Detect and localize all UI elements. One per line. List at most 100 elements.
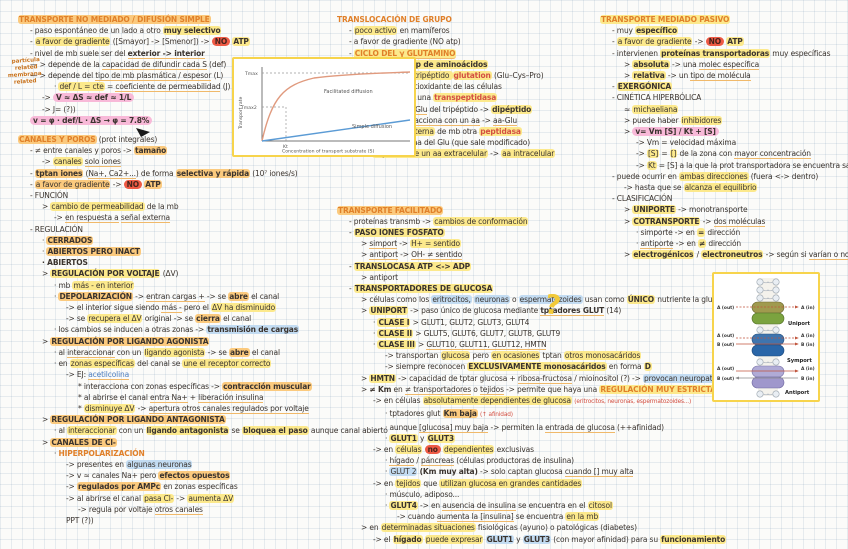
note-text: tripéptido [413,71,453,81]
note-text: -> se [205,347,229,357]
note-text: ATP [232,37,250,47]
note-text: - [349,284,354,294]
note-text: HIPERPOLARIZACIÓN [58,448,145,458]
note-text: / [414,456,421,466]
note-text: que [421,478,440,488]
note-text: - paso espontáneo de un lado a otro [30,26,163,36]
note-line: TRANSLOCACIÓN DE GRUPO [337,14,848,25]
note-text: -> presentes en [66,459,127,469]
note-text: en mamíferos [397,26,450,36]
note-text: -> [636,149,647,159]
note-text: (10⁷ iones/s) [250,168,298,178]
note-text: entran cargas + [146,291,205,302]
note-text: -> el [373,534,393,544]
note-text: UNIPORTE [632,205,676,215]
note-text: (prot integrales) [96,135,158,145]
note-line: CANALES Y POROS (prot integrales) [18,134,388,145]
note-text: selectiva y rápida [175,168,251,178]
note-text: en [391,384,405,394]
note-text: > [361,373,370,383]
note-line: · GLUT1 y GLUT3 [337,433,848,444]
note-line: -> regulados por AMPc en zonas específic… [18,481,388,492]
membrane-transporters-figure: A (out) A (in) Uniport A (out) B (out) A… [712,272,820,402]
note-text: ligando antagonista [145,426,230,436]
note-text: (con mayor afinidad) para su [551,534,661,544]
note-text: > [42,415,51,425]
note-text: glutation [452,71,492,81]
note-text: > [624,250,633,260]
note-text: Kt [646,160,657,170]
note-text: absolutamente dependientes de glucosa [422,396,573,406]
note-text: REGULACIÓN POR LIGANDO AGONISTA [50,336,210,346]
note-text: GLUT3 [426,433,455,443]
note-line: > UNIPORTE -> monotransporte [600,204,848,215]
note-text: > [624,71,633,81]
note-text: ≠ [697,239,707,249]
note-text: específico [635,26,679,36]
note-text: disminuye ΔV [83,403,136,413]
note-line: > antiport -> OH- ≠ sentido [337,249,848,261]
note-line: - a favor de gradiente ([Smayor] -> [Sme… [18,36,388,47]
note-text: -> [174,493,188,503]
note-line: > células como los eritrocitos, neuronas… [337,294,848,305]
note-text: muy específicas [770,48,831,58]
note-text: - [349,48,354,58]
note-text: contracción muscular [222,381,312,391]
note-line: > COTRANSPORTE -> dos moléculas [600,216,848,227]
note-text: a favor de gradiente [34,179,111,189]
note-text: > células como los [361,295,432,305]
note-text: varían o no [808,250,848,261]
note-line: - a favor de gradiente -> NO ATP [600,36,848,47]
note-text: NO [705,37,725,47]
note-text: en ocasiones [491,351,541,361]
note-text: — > depende de la [30,59,102,69]
note-text: -> [42,93,53,103]
note-line: > simport -> H+ = sentido [337,238,848,250]
note-text: - intervienen [612,48,661,58]
note-text: GLUT4 [389,500,418,510]
note-text: ** mejor antioxidante de las células [373,82,502,92]
note-text: -> J= (?)) [42,104,76,114]
note-text: (eritrocitos, neuronas, espermatozoides.… [574,399,692,406]
note-line: > v= Vm [S] / Kt + [S] [600,126,848,137]
note-text: el canal [249,347,280,357]
note-text: -> [110,179,124,189]
note-text: alcanza el equilibrio [683,183,758,193]
note-line: · al interaccionar con un ligando agonis… [18,347,388,358]
note-text: del canal se [134,359,183,369]
note-line: · ABIERTOS [18,257,388,268]
note-text: otros canales [154,504,203,515]
note-line: — > depende de la capacidad de difundir … [18,59,388,70]
note-text: con un [116,426,146,436]
note-line: -> regula por voltaje otros canales [18,504,388,515]
note-text: TRANSPORTE FACILITADO [337,205,444,215]
note-text: CLASE I [377,317,411,327]
note-text: michaeliana [632,104,679,114]
note-line: - CICLO DEL γ GLUTAMINO [337,48,848,59]
note-text: pero [470,351,492,361]
note-text: provocan neuropatías [642,373,724,383]
note-text: -> v ≈ canales Na+ pero [66,471,159,481]
note-text: UNIPORT [369,306,408,316]
note-text: [] [669,149,678,159]
note-text: - a favor de gradiente (NO atp) [349,37,461,47]
note-text: aa-Glu [493,115,517,126]
note-text: -> [42,157,53,167]
note-line: > antiport [337,272,848,283]
note-text: más - [161,303,182,314]
note-line: > electrogénicos / electroneutros -> seg… [600,249,848,261]
note-text: -> siempre reconocen [385,362,468,372]
note-line: -> presentes en algunas neuronas [18,459,388,470]
note-text: - [349,228,354,238]
note-text: = [697,227,706,237]
note-line: -> transportan glucosa pero en ocasiones… [337,350,848,361]
note-line: · CLASE II > GLUT5, GLUT6, GLUT7, GLUT8,… [337,328,848,339]
note-text: -> [692,37,706,47]
x-axis-label: Concentration of transport substrate (S) [282,149,374,155]
note-text: [glucosa] muy baja [419,422,489,433]
note-text: H+ = sentido [410,239,461,249]
antiport-b-in-label: B (in) [801,376,815,382]
note-text: efectos opuestos [158,471,231,481]
note-text: molec específica [698,59,760,70]
note-text: -> en [373,478,396,488]
